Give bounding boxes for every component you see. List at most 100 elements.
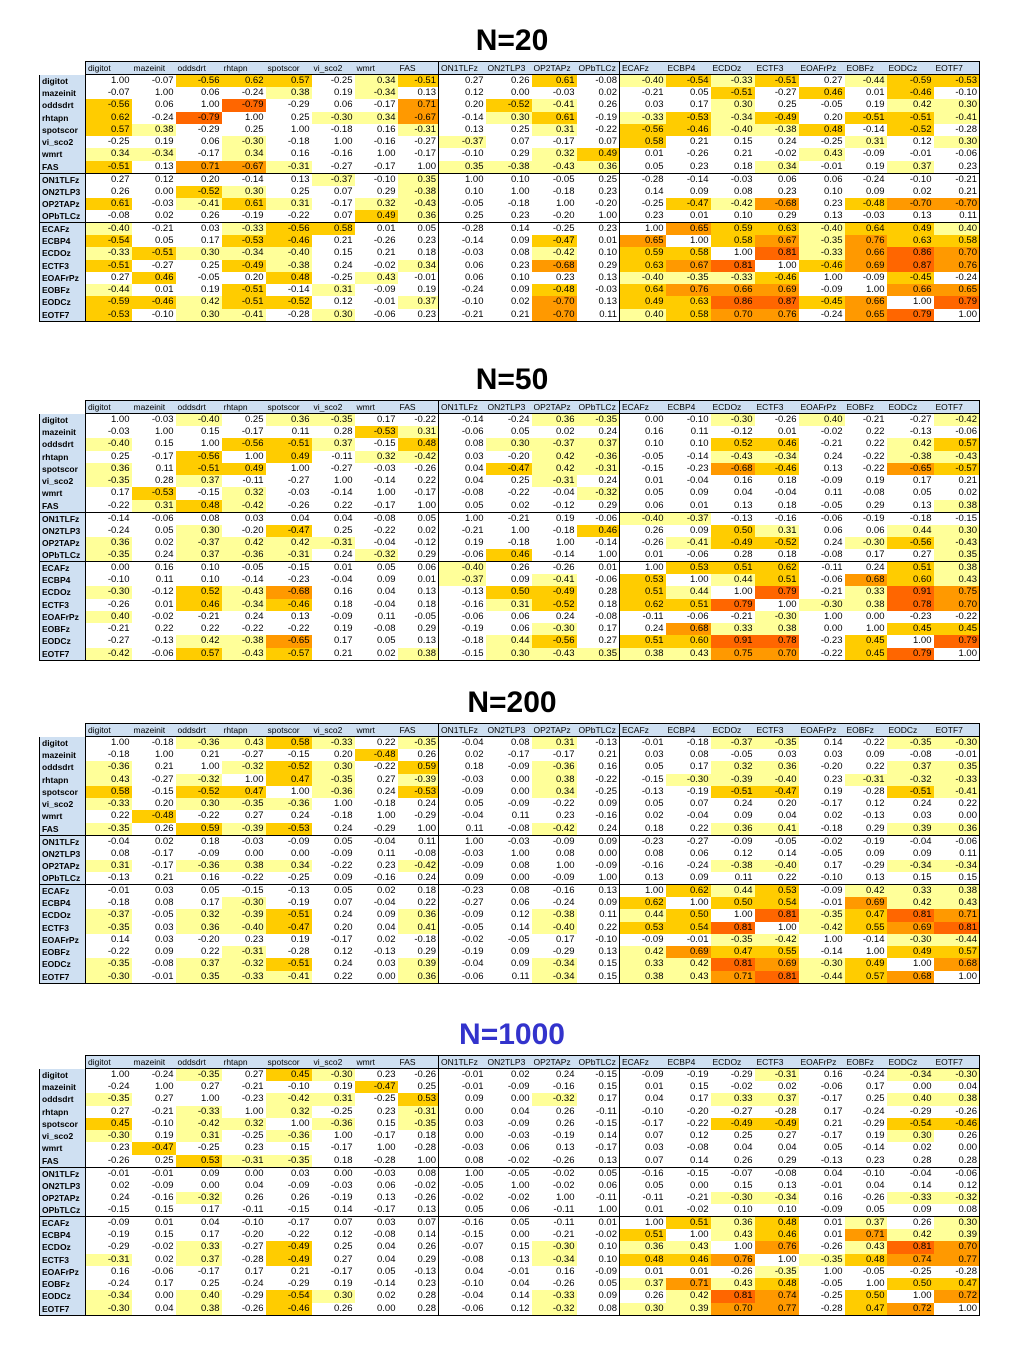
correlation-cell: -0.35 bbox=[798, 1253, 845, 1266]
matrix-row: OPbTLCz -0.08 0.02 0.26 -0.19 -0.22 0.07 0.49 0.… bbox=[39, 210, 980, 223]
correlation-cell: 0.36 bbox=[265, 413, 312, 426]
correlation-cell: 0.03 bbox=[131, 884, 176, 897]
correlation-cell: 0.25 bbox=[201, 259, 220, 271]
correlation-cell: 1.00 bbox=[734, 586, 753, 598]
correlation-cell: -0.35 bbox=[175, 1068, 222, 1081]
correlation-cell: 0.30 bbox=[175, 308, 222, 322]
matrix-row: EOBFz -0.21 0.22 0.22 -0.22 -0.22 0.19 -0.08 0.2… bbox=[39, 623, 980, 636]
correlation-cell: 0.42 bbox=[886, 1229, 934, 1242]
row-label: oddsdrt bbox=[39, 1093, 86, 1106]
correlation-cell: 0.70 bbox=[933, 598, 980, 611]
correlation-cell: 0.45 bbox=[886, 623, 934, 636]
correlation-cell: 0.04 bbox=[778, 810, 797, 822]
correlation-cell: 0.01 bbox=[690, 210, 709, 221]
correlation-cell: -0.54 bbox=[265, 1290, 312, 1303]
correlation-cell: -0.32 bbox=[576, 487, 620, 500]
correlation-cell: -0.09 bbox=[507, 761, 530, 773]
correlation-cell: -0.40 bbox=[175, 413, 222, 426]
correlation-cell: -0.26 bbox=[862, 1191, 885, 1203]
correlation-cell: -0.25 bbox=[373, 1093, 396, 1105]
correlation-cell: -0.25 bbox=[619, 197, 666, 210]
correlation-cell: -0.32 bbox=[354, 549, 398, 562]
correlation-cell: -0.27 bbox=[287, 475, 310, 487]
correlation-cell: -0.35 bbox=[576, 413, 620, 426]
correlation-cell: -0.34 bbox=[131, 148, 176, 161]
correlation-cell: 0.24 bbox=[598, 426, 618, 438]
correlation-cell: 0.54 bbox=[665, 921, 711, 934]
correlation-cell: 0.18 bbox=[598, 598, 618, 610]
correlation-cell: -0.06 bbox=[820, 574, 843, 586]
correlation-cell: 0.36 bbox=[576, 160, 620, 173]
correlation-cell: 0.23 bbox=[556, 810, 575, 822]
correlation-cell: 1.00 bbox=[155, 426, 174, 438]
correlation-cell: -0.17 bbox=[330, 197, 353, 209]
correlation-cell: 0.07 bbox=[690, 798, 709, 810]
correlation-cell: 0.01 bbox=[619, 1265, 666, 1278]
correlation-cell: -0.40 bbox=[798, 222, 845, 235]
correlation-cell: 0.08 bbox=[690, 749, 709, 761]
correlation-cell: 0.70 bbox=[933, 1241, 980, 1254]
correlation-cell: 1.00 bbox=[619, 1216, 666, 1229]
correlation-cell: 0.27 bbox=[334, 1253, 353, 1265]
row-label: ECBP4 bbox=[39, 1229, 86, 1242]
correlation-cell: -0.07 bbox=[107, 87, 130, 99]
row-label: FAS bbox=[39, 1154, 86, 1167]
correlation-cell: -0.16 bbox=[619, 859, 666, 872]
matrix-row: EOTF7 -0.53 -0.10 0.30 -0.41 -0.28 0.30 -0.06 0.… bbox=[39, 308, 980, 322]
correlation-cell: -0.17 bbox=[151, 450, 174, 462]
correlation-cell: 0.00 bbox=[311, 1166, 355, 1180]
correlation-cell: -0.25 bbox=[909, 1265, 932, 1277]
correlation-cell: -0.02 bbox=[798, 834, 845, 848]
matrix-row: spotscor 0.36 0.11 -0.51 0.49 1.00 -0.27 -0.03-… bbox=[39, 462, 980, 475]
correlation-cell: 0.04 bbox=[245, 1179, 264, 1191]
correlation-cell: 0.05 bbox=[397, 222, 439, 235]
correlation-cell: -0.26 bbox=[414, 1069, 436, 1080]
correlation-cell: -0.13 bbox=[107, 872, 130, 883]
correlation-cell: 0.14 bbox=[913, 1179, 932, 1191]
correlation-cell: 0.59 bbox=[175, 822, 222, 835]
correlation-cell: -0.56 bbox=[85, 99, 132, 112]
correlation-cell: -0.25 bbox=[531, 222, 577, 235]
correlation-cell: 0.26 bbox=[933, 1130, 980, 1143]
correlation-cell: 1.00 bbox=[734, 247, 753, 259]
matrix-row: vi_sco2 -0.25 0.19 0.06 -0.30 -0.18 1.00 -0.16-… bbox=[39, 136, 980, 149]
correlation-cell: -0.18 bbox=[414, 933, 436, 945]
correlation-cell: -0.22 bbox=[107, 946, 130, 958]
correlation-cell: 0.04 bbox=[619, 1093, 666, 1106]
correlation-cell: -0.51 bbox=[221, 296, 266, 309]
correlation-cell: -0.51 bbox=[265, 958, 312, 971]
matrix-row: oddsdrt -0.40 0.15 1.00 -0.56 -0.51 0.37 -0.15 0… bbox=[39, 438, 980, 451]
correlation-cell: 0.25 bbox=[511, 123, 530, 135]
correlation-cell: -0.52 bbox=[265, 761, 312, 774]
correlation-cell: -0.31 bbox=[221, 1154, 266, 1167]
correlation-cell: 0.09 bbox=[690, 487, 709, 499]
correlation-cell: -0.32 bbox=[531, 1302, 577, 1316]
correlation-cell: 0.28 bbox=[734, 549, 753, 560]
correlation-cell: 0.00 bbox=[933, 1142, 980, 1155]
correlation-cell: 0.13 bbox=[734, 499, 753, 511]
correlation-cell: -0.10 bbox=[151, 1117, 174, 1129]
correlation-cell: 0.38 bbox=[221, 859, 266, 872]
correlation-cell: -0.51 bbox=[397, 74, 439, 87]
correlation-cell: 0.36 bbox=[175, 921, 222, 934]
correlation-cell: 0.02 bbox=[913, 1142, 932, 1154]
matrix-row: EODCz -0.35 -0.08 0.37 -0.32 -0.51 0.24 0.03 0.3… bbox=[39, 958, 980, 971]
correlation-cell: 0.19 bbox=[334, 1081, 353, 1093]
correlation-cell: 0.03 bbox=[913, 810, 932, 822]
correlation-cell: -0.31 bbox=[531, 475, 577, 488]
correlation-cell: -0.51 bbox=[265, 909, 312, 922]
correlation-cell: -0.10 bbox=[686, 414, 709, 425]
correlation-cell: -0.06 bbox=[933, 148, 980, 161]
correlation-cell: 0.00 bbox=[933, 810, 980, 823]
correlation-cell: -0.43 bbox=[710, 450, 755, 463]
correlation-cell: 0.30 bbox=[933, 136, 980, 149]
correlation-cell: 0.29 bbox=[598, 259, 618, 271]
correlation-cell: 0.29 bbox=[417, 1253, 437, 1265]
correlation-cell: 0.05 bbox=[619, 1179, 666, 1192]
matrix-row: digitot 1.00 -0.18 -0.36 0.43 0.58 -0.33 0.22 -0… bbox=[39, 736, 980, 749]
correlation-cell: -0.17 bbox=[820, 798, 843, 810]
correlation-cell: -0.32 bbox=[531, 1093, 577, 1106]
column-header: ECBP4 bbox=[665, 61, 711, 75]
correlation-cell: -0.70 bbox=[886, 197, 934, 210]
correlation-cell: -0.45 bbox=[798, 296, 845, 309]
